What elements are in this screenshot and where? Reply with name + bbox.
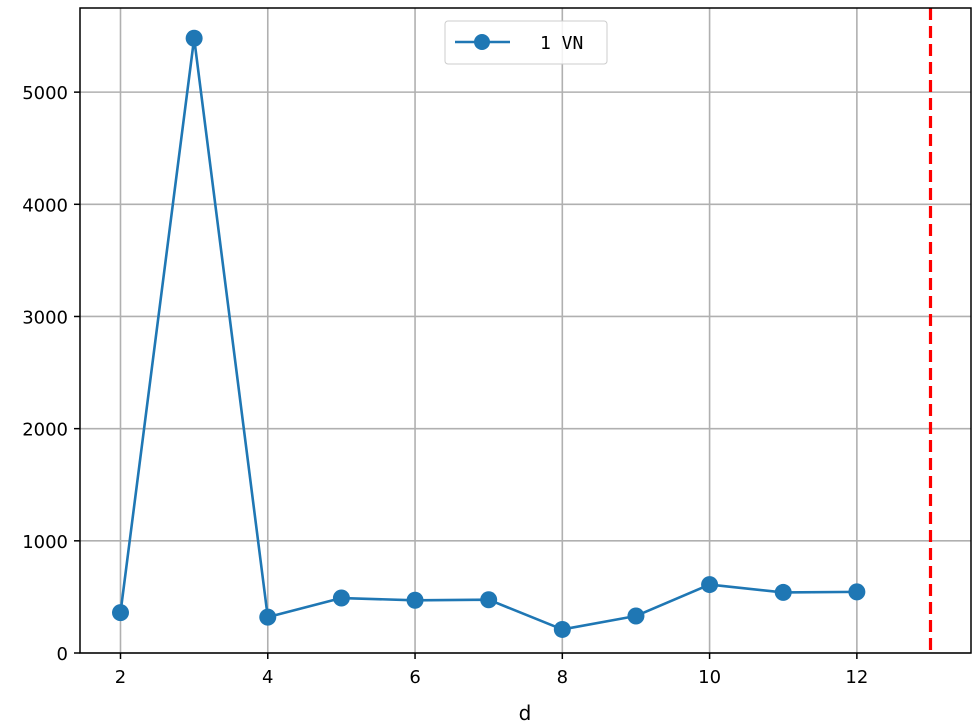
data-point-marker xyxy=(185,29,203,47)
data-point-marker xyxy=(774,583,792,601)
x-tick-label: 8 xyxy=(557,667,568,688)
data-point-marker xyxy=(406,591,424,609)
x-axis-label: d xyxy=(519,701,532,725)
data-point-marker xyxy=(701,576,719,594)
series-layer xyxy=(112,29,866,638)
data-point-marker xyxy=(627,607,645,625)
data-point-marker xyxy=(259,608,277,626)
y-tick-label: 4000 xyxy=(22,195,68,216)
x-tick-label: 12 xyxy=(845,667,868,688)
data-point-marker xyxy=(480,591,498,609)
y-axis-ticks: 0 1000 2000 3000 4000 5000 xyxy=(22,83,80,665)
y-tick-label: 1000 xyxy=(22,532,68,553)
y-tick-label: 3000 xyxy=(22,307,68,328)
legend: 1 VN xyxy=(444,20,608,65)
legend-marker-swatch xyxy=(474,34,490,50)
x-axis-ticks: 2 4 6 8 10 12 xyxy=(115,653,868,688)
data-point-marker xyxy=(553,620,571,638)
y-tick-label: 2000 xyxy=(22,420,68,441)
data-point-marker xyxy=(848,583,866,601)
data-point-marker xyxy=(112,604,129,622)
x-tick-label: 4 xyxy=(262,667,273,688)
plot-frame xyxy=(79,7,972,654)
x-tick-label: 6 xyxy=(409,667,420,688)
y-tick-label: 0 xyxy=(57,644,68,665)
x-tick-label: 10 xyxy=(698,667,721,688)
data-point-marker xyxy=(332,589,350,607)
legend-entry-label: 1 VN xyxy=(540,33,583,54)
y-tick-label: 5000 xyxy=(22,83,68,104)
legend-box xyxy=(444,20,608,65)
x-tick-label: 2 xyxy=(115,667,126,688)
